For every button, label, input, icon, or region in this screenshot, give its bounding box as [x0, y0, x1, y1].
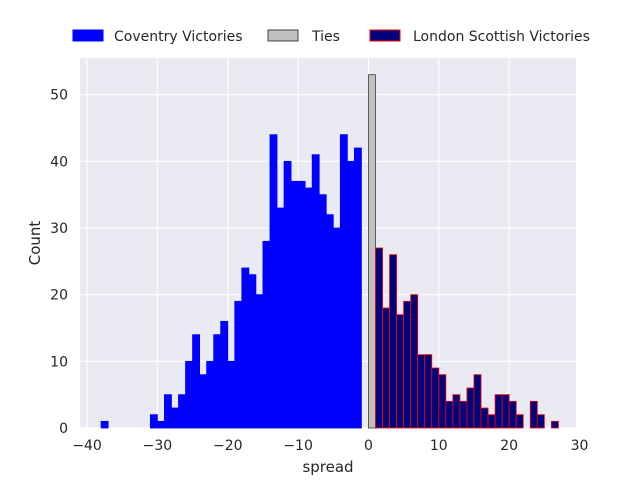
bar-london-scottish — [494, 394, 503, 429]
bar-coventry — [353, 147, 362, 429]
x-tick-label: 0 — [364, 438, 373, 454]
legend-label-ties: Ties — [311, 29, 340, 45]
bar-coventry — [234, 300, 243, 429]
bar-london-scottish — [445, 400, 454, 429]
bar-london-scottish — [550, 420, 559, 429]
bar-london-scottish — [487, 414, 496, 429]
y-tick-label: 20 — [50, 288, 68, 304]
y-tick-label: 10 — [50, 354, 68, 370]
bar-coventry — [100, 420, 109, 429]
bars — [100, 74, 559, 429]
bar-london-scottish — [508, 400, 517, 429]
legend-label-coventry: Coventry Victories — [114, 29, 243, 45]
bar-ties — [368, 74, 376, 429]
bar-london-scottish — [382, 307, 390, 429]
bar-coventry — [213, 334, 222, 429]
bar-coventry — [192, 334, 201, 429]
bar-london-scottish — [480, 407, 489, 429]
bar-coventry — [290, 180, 299, 429]
bar-coventry — [325, 214, 334, 429]
bar-london-scottish — [515, 414, 524, 429]
bar-london-scottish — [536, 414, 545, 429]
x-tick-label: −30 — [143, 438, 173, 454]
bar-coventry — [185, 360, 193, 429]
y-tick-label: 30 — [50, 221, 68, 237]
x-axis-ticks: −40 −30 −20 −10 0 10 20 30 — [72, 438, 588, 454]
bar-london-scottish — [417, 354, 426, 429]
bar-coventry — [255, 294, 264, 429]
bar-london-scottish — [389, 254, 397, 429]
bar-london-scottish — [396, 314, 405, 429]
legend: Coventry Victories Ties London Scottish … — [72, 29, 590, 45]
legend-label-london-scottish: London Scottish Victories — [413, 29, 590, 45]
bar-london-scottish — [452, 394, 461, 429]
bar-coventry — [339, 134, 348, 429]
bar-coventry — [199, 374, 208, 429]
bar-coventry — [149, 414, 158, 429]
bar-london-scottish — [529, 400, 538, 429]
x-tick-label: 30 — [571, 438, 589, 454]
legend-swatch-coventry — [72, 29, 104, 42]
x-tick-label: −10 — [283, 438, 313, 454]
bar-london-scottish — [466, 387, 475, 429]
legend-swatch-ties — [267, 29, 299, 42]
legend-swatch-london-scottish — [369, 29, 401, 42]
bar-london-scottish — [473, 374, 482, 429]
bar-coventry — [311, 154, 320, 429]
y-tick-label: 50 — [50, 88, 68, 104]
bar-coventry — [269, 134, 278, 429]
bar-coventry — [332, 227, 341, 429]
bar-coventry — [297, 180, 306, 429]
bar-london-scottish — [438, 374, 447, 429]
bar-coventry — [220, 320, 229, 429]
bar-coventry — [241, 267, 250, 429]
bar-coventry — [164, 394, 172, 429]
bar-london-scottish — [403, 300, 412, 429]
y-axis-ticks: 0 10 20 30 40 50 — [50, 88, 68, 437]
bar-coventry — [206, 360, 215, 429]
x-tick-label: −40 — [72, 438, 102, 454]
x-tick-label: 20 — [500, 438, 518, 454]
y-tick-label: 40 — [50, 154, 68, 170]
bar-coventry — [171, 407, 179, 429]
bar-coventry — [227, 360, 236, 429]
bar-coventry — [304, 187, 313, 429]
bar-london-scottish — [501, 394, 510, 429]
x-tick-label: −20 — [213, 438, 243, 454]
bar-coventry — [346, 160, 355, 429]
bar-coventry — [156, 420, 165, 429]
bar-london-scottish — [459, 400, 468, 429]
bar-coventry — [318, 194, 327, 429]
bar-coventry — [248, 274, 257, 429]
bar-coventry — [262, 240, 271, 429]
bar-london-scottish — [375, 247, 383, 429]
x-tick-label: 10 — [430, 438, 448, 454]
bar-coventry — [178, 394, 186, 429]
bar-coventry — [276, 207, 285, 429]
y-tick-label: 0 — [59, 421, 68, 437]
bar-london-scottish — [424, 354, 433, 429]
y-axis-label: Count — [26, 221, 44, 266]
bar-coventry — [283, 160, 292, 429]
bar-london-scottish — [410, 294, 419, 429]
x-axis-label: spread — [302, 458, 353, 476]
bar-london-scottish — [431, 367, 440, 429]
